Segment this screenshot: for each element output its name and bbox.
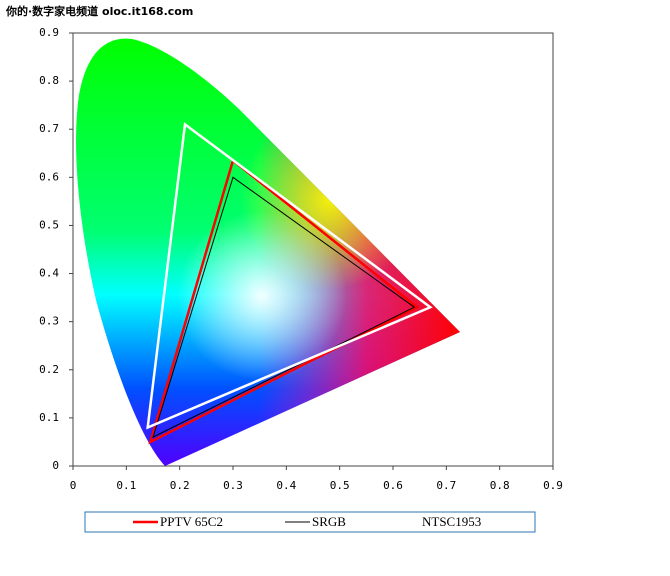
legend-label: NTSC1953	[422, 514, 481, 529]
y-tick-label: 0	[52, 459, 59, 472]
x-tick-label: 0.9	[543, 479, 563, 492]
x-tick-label: 0.3	[223, 479, 243, 492]
x-tick-label: 0	[70, 479, 77, 492]
y-tick-label: 0.6	[39, 170, 59, 183]
gamut-triangle	[148, 158, 420, 445]
x-tick-label: 0.1	[116, 479, 136, 492]
watermark: 你的·数字家电频道 oloc.it168.com	[5, 4, 193, 18]
y-tick-label: 0.3	[39, 315, 59, 328]
y-tick-label: 0.9	[39, 26, 59, 39]
gamut-triangle	[146, 122, 433, 430]
x-tick-label: 0.5	[330, 479, 350, 492]
x-tick-label: 0.7	[436, 479, 456, 492]
y-tick-label: 0.8	[39, 74, 59, 87]
y-tick-label: 0.4	[39, 267, 59, 280]
x-tick-label: 0.2	[170, 479, 190, 492]
x-tick-label: 0.8	[490, 479, 510, 492]
x-tick-label: 0.4	[276, 479, 296, 492]
y-tick-label: 0.7	[39, 122, 59, 135]
x-tick-label: 0.6	[383, 479, 403, 492]
y-tick-label: 0.5	[39, 218, 59, 231]
legend-label: SRGB	[312, 514, 346, 529]
gamut-series	[146, 122, 433, 445]
legend-label: PPTV 65C2	[160, 514, 223, 529]
y-tick-label: 0.1	[39, 411, 59, 424]
gamut-triangle	[152, 176, 416, 439]
y-tick-label: 0.2	[39, 363, 59, 376]
